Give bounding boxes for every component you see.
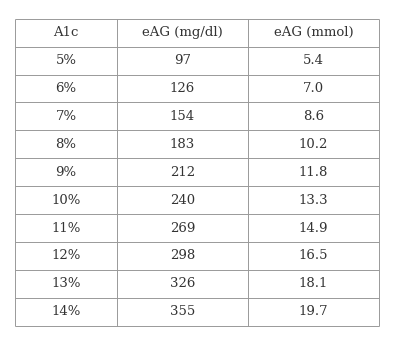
Text: 5.4: 5.4 (303, 54, 324, 67)
Text: 9%: 9% (56, 166, 76, 179)
Text: 8.6: 8.6 (303, 110, 324, 123)
Text: 19.7: 19.7 (299, 305, 328, 318)
Text: 16.5: 16.5 (299, 249, 328, 263)
Text: 14%: 14% (51, 305, 81, 318)
Text: 298: 298 (170, 249, 195, 263)
Text: 7.0: 7.0 (303, 82, 324, 95)
Text: 154: 154 (170, 110, 195, 123)
Text: 12%: 12% (51, 249, 81, 263)
Text: eAG (mg/dl): eAG (mg/dl) (142, 26, 223, 39)
Text: 269: 269 (170, 222, 195, 235)
Text: eAG (mmol): eAG (mmol) (274, 26, 353, 39)
Text: 326: 326 (170, 277, 195, 290)
Text: 5%: 5% (56, 54, 76, 67)
Text: 13%: 13% (51, 277, 81, 290)
Text: 10.2: 10.2 (299, 138, 328, 151)
Text: 13.3: 13.3 (299, 194, 328, 207)
Text: 7%: 7% (56, 110, 76, 123)
Text: A1c: A1c (53, 26, 79, 39)
Text: 212: 212 (170, 166, 195, 179)
Text: 8%: 8% (56, 138, 76, 151)
Text: 97: 97 (174, 54, 191, 67)
Text: 11%: 11% (51, 222, 81, 235)
Text: 6%: 6% (56, 82, 76, 95)
Text: 18.1: 18.1 (299, 277, 328, 290)
Text: 126: 126 (170, 82, 195, 95)
Text: 14.9: 14.9 (299, 222, 328, 235)
Text: 10%: 10% (51, 194, 81, 207)
Text: 183: 183 (170, 138, 195, 151)
Text: 355: 355 (170, 305, 195, 318)
Text: 11.8: 11.8 (299, 166, 328, 179)
Text: 240: 240 (170, 194, 195, 207)
